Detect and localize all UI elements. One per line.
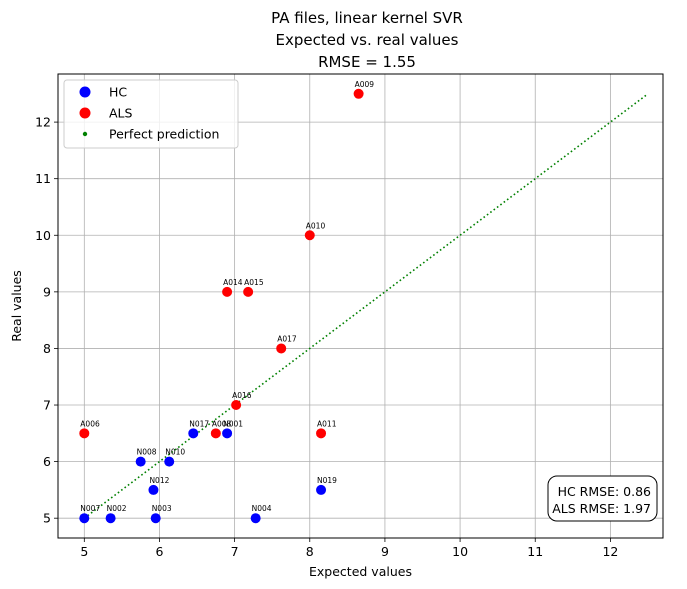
- point-label-a015: A015: [244, 278, 264, 287]
- data-point-a009: [353, 88, 364, 99]
- x-tick-label: 5: [80, 544, 88, 559]
- x-tick-label: 12: [602, 544, 618, 559]
- x-tick-label: 11: [527, 544, 543, 559]
- y-tick-label: 10: [35, 228, 51, 243]
- point-label-n004: N004: [252, 504, 272, 513]
- point-label-n019: N019: [317, 476, 337, 485]
- point-label-n012: N012: [149, 476, 169, 485]
- y-tick-label: 8: [43, 341, 51, 356]
- y-tick-label: 12: [35, 115, 51, 130]
- legend-box: [63, 79, 239, 149]
- point-label-a010: A010: [306, 221, 326, 230]
- chart-title-line-3: RMSE = 1.55: [318, 53, 416, 71]
- y-axis-label: Real values: [9, 270, 24, 342]
- grid-lines: [58, 74, 663, 538]
- y-tick-label: 5: [43, 511, 51, 526]
- legend-label-als: ALS: [109, 106, 133, 121]
- point-label-a008: A008: [212, 419, 232, 428]
- x-tick-label: 6: [155, 544, 163, 559]
- data-point-n007: [79, 513, 90, 524]
- chart-title-line-1: PA files, linear kernel SVR: [271, 9, 463, 27]
- point-label-n003: N003: [152, 504, 172, 513]
- point-label-n007: N007: [80, 504, 100, 513]
- point-label-n008: N008: [137, 448, 157, 457]
- data-point-n001: [222, 428, 233, 439]
- legend-marker-als: [79, 107, 91, 119]
- als-rmse-text: ALS RMSE: 1.97: [552, 501, 651, 516]
- y-tick-label: 6: [43, 454, 51, 469]
- data-point-n002: [105, 513, 116, 524]
- legend-marker-hc: [79, 86, 91, 98]
- chart-title-line-2: Expected vs. real values: [276, 31, 459, 49]
- data-point-n003: [150, 513, 161, 524]
- data-point-n008: [135, 456, 146, 467]
- rmse-box: [547, 475, 658, 522]
- point-label-a014: A014: [223, 278, 243, 287]
- point-label-a009: A009: [355, 80, 375, 89]
- point-label-a011: A011: [317, 419, 337, 428]
- data-point-n012: [148, 484, 159, 495]
- data-point-a015: [243, 286, 254, 297]
- legend-label-perfect: Perfect prediction: [109, 127, 219, 142]
- x-axis-ticks: 5 6 7 8 9 10 11 12: [80, 538, 618, 559]
- point-label-n002: N002: [107, 504, 127, 513]
- x-axis-label: Expected values: [309, 564, 412, 579]
- x-tick-label: 10: [452, 544, 468, 559]
- data-point-a014: [222, 286, 233, 297]
- plot-frame: [57, 73, 664, 539]
- data-point-a008: [210, 428, 221, 439]
- hc-rmse-text: HC RMSE: 0.86: [558, 484, 651, 499]
- point-label-n001: N001: [223, 419, 243, 428]
- x-tick-label: 8: [306, 544, 314, 559]
- data-points: [79, 88, 364, 524]
- data-point-n017: [188, 428, 199, 439]
- data-point-a017: [276, 343, 287, 354]
- data-point-n010: [164, 456, 175, 467]
- y-tick-label: 9: [43, 284, 51, 299]
- y-axis-ticks: 5 6 7 8 9 10 11 12: [35, 115, 58, 526]
- legend-marker-perfect: [82, 131, 88, 137]
- point-label-a016: A016: [232, 391, 252, 400]
- data-point-a011: [316, 428, 327, 439]
- point-label-n017: N017: [189, 419, 209, 428]
- data-point-a016: [231, 400, 242, 411]
- data-point-a006: [79, 428, 90, 439]
- legend-label-hc: HC: [109, 85, 127, 100]
- point-label-n010: N010: [165, 448, 185, 457]
- x-tick-label: 7: [231, 544, 239, 559]
- data-point-n019: [316, 484, 327, 495]
- y-tick-label: 11: [35, 171, 51, 186]
- data-point-a010: [304, 230, 315, 241]
- legend: HC ALS Perfect prediction: [63, 79, 239, 149]
- point-labels: N001 N002 N003 N004 N007 N008 N010 N012 N017 N019…: [80, 80, 374, 513]
- rmse-annotation: HC RMSE: 0.86 ALS RMSE: 1.97: [547, 475, 658, 522]
- point-label-a017: A017: [277, 334, 297, 343]
- y-tick-label: 7: [43, 398, 51, 413]
- data-point-n004: [250, 513, 261, 524]
- x-tick-label: 9: [381, 544, 389, 559]
- point-label-a006: A006: [80, 419, 100, 428]
